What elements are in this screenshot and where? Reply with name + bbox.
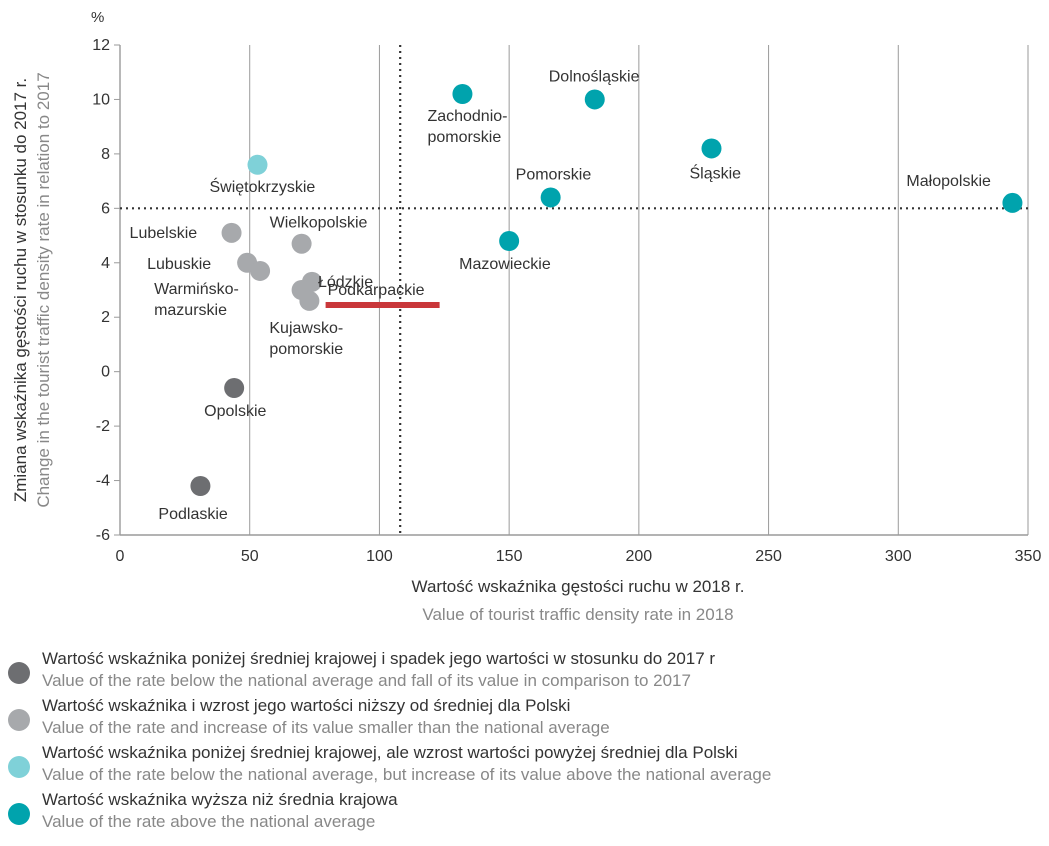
data-point <box>247 154 268 175</box>
legend-dot <box>8 803 30 825</box>
x-axis-title: Wartość wskaźnika gęstości ruchu w 2018 … <box>412 577 745 596</box>
point-label: Podlaskie <box>158 506 227 523</box>
scatter-chart: 0 50 100 150 200 250 300 350 12 10 8 6 4 2 0 -2 -4 -6 Do… <box>11 9 1042 624</box>
legend-text-en: Value of the rate below the national ave… <box>42 765 772 784</box>
point-label: Opolskie <box>204 403 266 420</box>
legend-text-en: Value of the rate above the national ave… <box>42 812 376 831</box>
point-label: Wielkopolskie <box>270 215 368 232</box>
data-points <box>190 84 1023 496</box>
point-label: Śląskie <box>689 163 741 182</box>
legend-item-below-increase-below: Wartość wskaźnika i wzrost jego wartości… <box>8 695 1038 742</box>
legend-item-above: Wartość wskaźnika wyższa niż średnia kra… <box>8 789 1038 836</box>
y-tick-label: 2 <box>101 309 110 326</box>
point-label: Zachodnio-pomorskie <box>427 108 507 146</box>
x-tick-label: 200 <box>626 548 653 565</box>
data-point <box>190 476 211 496</box>
data-point <box>540 187 561 208</box>
point-label: Łódzkie <box>318 274 373 291</box>
y-tick-label: 6 <box>101 200 110 217</box>
data-point <box>499 231 520 251</box>
data-point <box>250 260 271 281</box>
legend-text-en: Value of the rate and increase of its va… <box>42 718 610 737</box>
legend-item-below-increase-above: Wartość wskaźnika poniżej średniej krajo… <box>8 742 1038 789</box>
x-tick-label: 50 <box>241 548 259 565</box>
data-point <box>224 378 245 398</box>
data-point <box>291 233 312 254</box>
legend-dot <box>8 709 30 731</box>
data-point <box>299 290 320 311</box>
highlight-underline <box>325 302 440 308</box>
point-label: Małopolskie <box>906 173 991 190</box>
data-point <box>584 89 605 110</box>
legend-text-pl: Wartość wskaźnika poniżej średniej krajo… <box>42 743 738 762</box>
x-tick-label: 100 <box>366 548 393 565</box>
x-tick-label: 0 <box>116 548 125 565</box>
point-label: Mazowieckie <box>459 256 551 273</box>
x-tick-label: 250 <box>755 548 782 565</box>
point-label: Lubuskie <box>147 256 211 273</box>
data-point <box>452 84 473 104</box>
x-axis-ticks: 0 50 100 150 200 250 300 350 <box>116 548 1042 565</box>
legend-text-pl: Wartość wskaźnika poniżej średniej krajo… <box>42 649 716 668</box>
point-labels: Dolnośląskie Zachodnio-pomorskie Śląskie Po… <box>130 68 991 523</box>
legend-text-en: Value of the rate below the national ave… <box>42 671 691 690</box>
legend-text-pl: Wartość wskaźnika wyższa niż średnia kra… <box>42 790 398 809</box>
grid-lines <box>119 45 1029 536</box>
x-axis-title-en: Value of tourist traffic density rate in… <box>422 605 733 624</box>
y-tick-label: -6 <box>96 527 110 544</box>
x-tick-label: 300 <box>885 548 912 565</box>
point-label: Warmińsko-mazurskie <box>154 281 239 319</box>
y-tick-label: 12 <box>92 37 110 54</box>
y-axis-ticks: 12 10 8 6 4 2 0 -2 -4 -6 <box>92 37 120 544</box>
point-label: Lubelskie <box>130 225 198 242</box>
y-tick-label: 10 <box>92 91 110 108</box>
x-tick-label: 150 <box>496 548 523 565</box>
reference-lines <box>120 45 1028 535</box>
y-axis-title-en: Change in the tourist traffic density ra… <box>34 72 53 507</box>
y-axis-title: Zmiana wskaźnika gęstości ruchu w stosun… <box>11 78 30 502</box>
point-label: Kujawsko-pomorskie <box>269 320 343 358</box>
point-label: Pomorskie <box>516 166 592 183</box>
data-point <box>701 138 722 159</box>
point-label: Świętokrzyskie <box>209 177 315 196</box>
data-point <box>1002 192 1023 213</box>
legend: Wartość wskaźnika poniżej średniej krajo… <box>8 648 1038 836</box>
point-label: Dolnośląskie <box>549 68 640 85</box>
legend-dot <box>8 756 30 778</box>
legend-text-pl: Wartość wskaźnika i wzrost jego wartości… <box>42 696 571 715</box>
y-tick-label: -4 <box>96 473 110 490</box>
y-tick-label: 0 <box>101 364 110 381</box>
x-tick-label: 350 <box>1015 548 1042 565</box>
point-label: Podkarpackie <box>328 282 425 299</box>
legend-item-below-fall: Wartość wskaźnika poniżej średniej krajo… <box>8 648 1038 695</box>
y-tick-label: 8 <box>101 146 110 163</box>
y-tick-label: 4 <box>101 255 110 272</box>
y-tick-label: -2 <box>96 418 110 435</box>
legend-dot <box>8 662 30 684</box>
y-axis-unit: % <box>91 9 104 26</box>
data-point <box>221 222 242 243</box>
